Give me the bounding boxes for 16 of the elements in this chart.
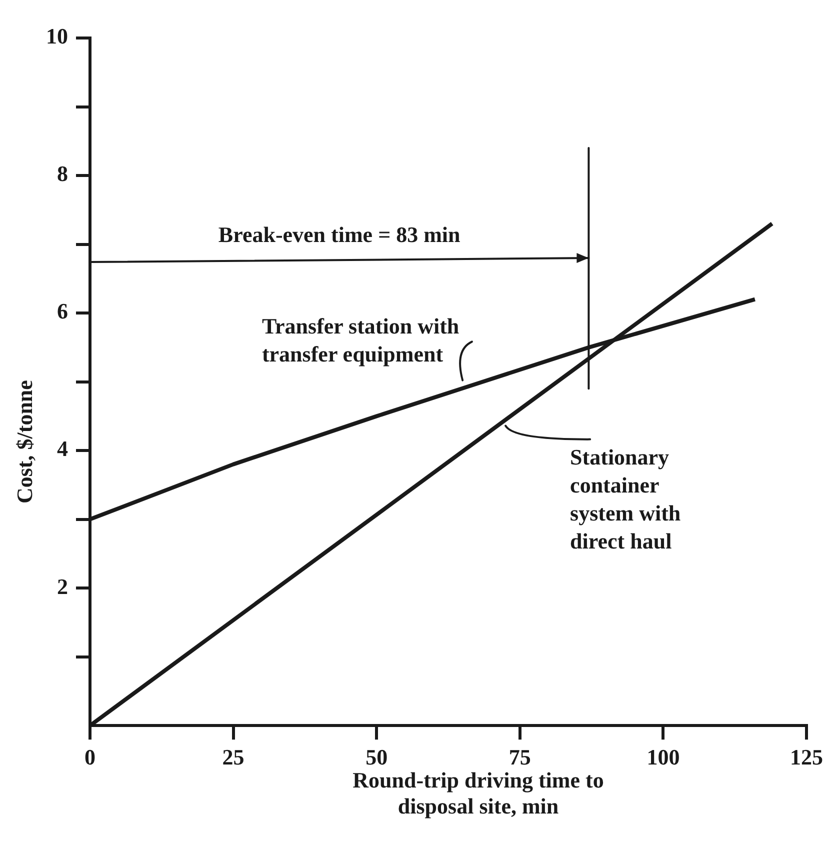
annotation: Break-even time = 83 min [218,222,460,248]
x-axis-title: Round-trip driving time to disposal site, min [352,768,604,819]
x-tick-label: 25 [222,744,244,770]
x-tick-label: 75 [508,744,531,770]
y-tick-label: 10 [46,24,68,49]
x-tick-label: 100 [646,744,680,770]
y-tick-label: 4 [57,436,68,462]
text: Stationary container system with direct haul [570,444,681,554]
y-axis-title: Cost, $/tonne [12,380,37,504]
y-tick-label: 6 [57,298,68,324]
x-tick-label: 50 [366,744,388,770]
x-tick-label: 125 [790,744,823,770]
series-label: Transfer station with transfer equipment [262,314,460,367]
y-tick-label: 2 [57,574,68,599]
y-tick-label: 8 [57,161,68,186]
x-tick-label: 0 [84,744,96,770]
